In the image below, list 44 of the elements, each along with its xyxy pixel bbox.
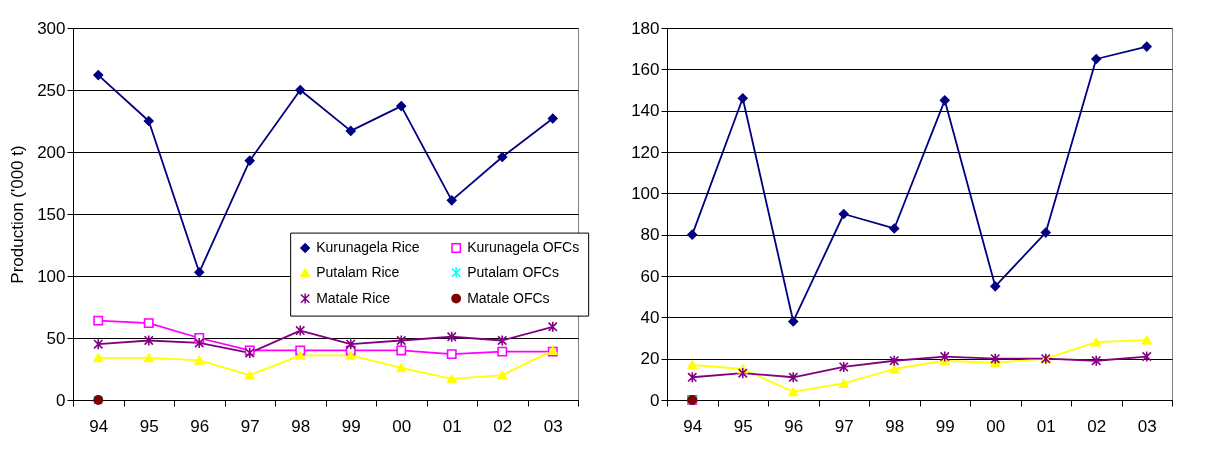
legend-label: Matale Rice — [316, 289, 391, 306]
x-tick-label: 00 — [986, 416, 1006, 436]
y-tick-label: 200 — [37, 142, 66, 162]
x-tick-label: 01 — [1036, 416, 1056, 436]
x-tick-label: 96 — [190, 416, 210, 436]
y-tick-label: 140 — [631, 101, 660, 121]
y-tick-label: 160 — [631, 59, 660, 79]
x-tick-label: 98 — [885, 416, 905, 436]
y-tick-label: 60 — [640, 266, 660, 286]
legend-label: Putalam Rice — [316, 263, 400, 280]
y-tick-label: 180 — [631, 18, 660, 38]
x-tick-label: 99 — [341, 416, 361, 436]
y-tick-label: 50 — [46, 328, 66, 348]
x-tick-label: 02 — [1087, 416, 1107, 436]
legend-label: Putalam OFCs — [467, 263, 559, 280]
y-tick-label: 120 — [631, 142, 660, 162]
x-tick-label: 96 — [784, 416, 804, 436]
legend-label: Matale OFCs — [467, 289, 550, 306]
y-tick-label: 300 — [37, 18, 66, 38]
y-tick-label: 150 — [37, 204, 66, 224]
x-tick-label: 97 — [240, 416, 260, 436]
y-tick-label: 100 — [37, 266, 66, 286]
y-tick-label: 0 — [56, 390, 66, 410]
x-tick-label: 99 — [935, 416, 955, 436]
x-tick-label: 00 — [392, 416, 412, 436]
y-tick-label: 20 — [640, 349, 660, 369]
y-axis-title: Production ('000 t) — [8, 145, 28, 284]
x-tick-label: 02 — [493, 416, 513, 436]
x-tick-label: 94 — [683, 416, 703, 436]
y-tick-label: 250 — [37, 80, 66, 100]
x-tick-label: 03 — [543, 416, 563, 436]
x-tick-label: 95 — [139, 416, 159, 436]
legend-label: Kurunagela OFCs — [467, 239, 580, 256]
legend-label: Kurunagela Rice — [316, 239, 420, 256]
y-tick-label: 0 — [650, 390, 660, 410]
x-tick-label: 98 — [291, 416, 311, 436]
y-tick-label: 40 — [640, 307, 660, 327]
x-tick-label: 94 — [89, 416, 109, 436]
x-tick-label: 97 — [834, 416, 854, 436]
x-tick-label: 03 — [1137, 416, 1157, 436]
x-tick-label: 01 — [442, 416, 462, 436]
y-tick-label: 80 — [640, 225, 660, 245]
y-tick-label: 100 — [631, 183, 660, 203]
x-tick-label: 95 — [733, 416, 753, 436]
